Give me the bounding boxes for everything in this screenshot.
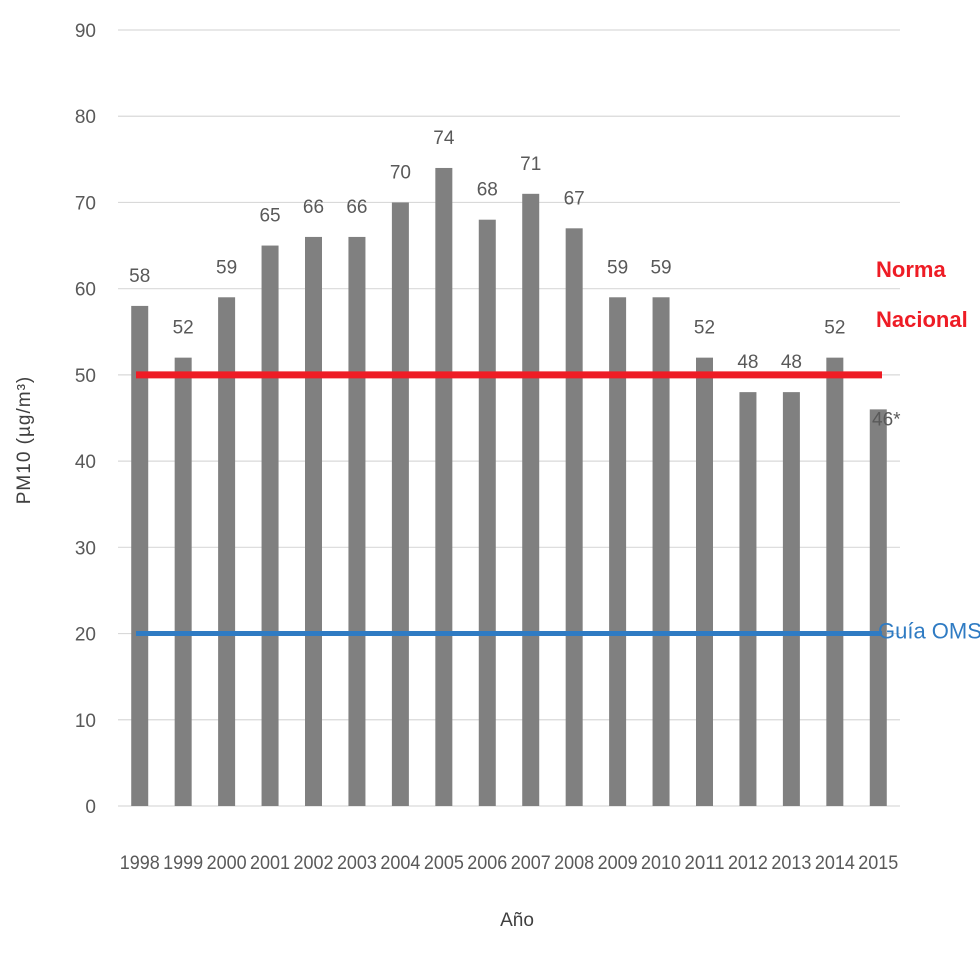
data-label: 67: [564, 188, 585, 209]
guia-oms-label: Guía OMS: [878, 619, 980, 644]
y-tick-label: 40: [75, 452, 96, 473]
x-tick-label: 2010: [641, 853, 681, 874]
x-tick-label: 2007: [511, 853, 551, 874]
y-tick-label: 80: [75, 107, 96, 128]
bar: [565, 228, 583, 807]
x-tick-label: 2011: [685, 853, 725, 874]
x-tick-label: 2014: [815, 853, 855, 874]
bar: [522, 193, 540, 807]
x-tick-label: 2005: [424, 853, 464, 874]
data-label: 48: [781, 352, 802, 373]
bar: [869, 409, 887, 806]
gridlines: [118, 29, 900, 807]
data-label: 59: [650, 257, 671, 278]
y-tick-label: 20: [75, 625, 96, 646]
x-tick-label: 2012: [728, 853, 768, 874]
x-tick-label: 1998: [120, 853, 160, 874]
data-label: 70: [390, 162, 411, 183]
bar: [782, 392, 800, 806]
data-label: 59: [216, 257, 237, 278]
y-tick-label: 60: [75, 280, 96, 301]
y-tick-label: 70: [75, 193, 96, 214]
data-label: 46*: [872, 409, 901, 430]
bar: [435, 167, 453, 806]
data-label: 59: [607, 257, 628, 278]
x-axis-title: Año: [500, 910, 534, 931]
y-tick-label: 50: [75, 366, 96, 387]
y-tick-label: 10: [75, 711, 96, 732]
bar: [696, 357, 713, 806]
bar: [391, 202, 409, 806]
bar: [131, 305, 149, 806]
bar: [739, 392, 757, 806]
x-tick-label: 2001: [250, 853, 290, 874]
data-label: 66: [303, 197, 324, 218]
bar: [609, 297, 627, 806]
bar: [305, 236, 322, 806]
norma-nacional-label: Nacional: [876, 307, 968, 332]
x-axis-ticks: 1998 1999 2000 2001 2002 2003 2004 2005 2006 2007…: [120, 853, 899, 874]
y-tick-label: 0: [85, 797, 96, 818]
y-tick-label: 90: [75, 21, 96, 42]
bar: [261, 245, 279, 807]
x-tick-label: 2015: [858, 853, 898, 874]
x-tick-label: 2002: [294, 853, 334, 874]
data-label: 66: [346, 197, 367, 218]
y-tick-label: 30: [75, 538, 96, 559]
data-label: 52: [694, 318, 715, 339]
x-tick-label: 2013: [771, 853, 811, 874]
data-label: 52: [824, 318, 845, 339]
bar: [478, 219, 496, 806]
data-label: 52: [173, 318, 194, 339]
bar: [826, 357, 844, 806]
data-label: 71: [520, 154, 541, 175]
bar: [174, 357, 192, 806]
x-tick-label: 2004: [380, 853, 420, 874]
x-tick-label: 2008: [554, 853, 594, 874]
data-label: 58: [129, 266, 150, 287]
data-label: 65: [259, 206, 280, 227]
x-tick-label: 2003: [337, 853, 377, 874]
reference-lines: Norma Nacional Guía OMS: [136, 257, 980, 644]
x-tick-label: 2000: [207, 853, 247, 874]
y-axis-title: PM10 (µg/m³): [14, 376, 35, 505]
data-labels: 58 52 59 65 66 66 70 74 68 71 67 59 59 52 48 48 52 46*: [129, 128, 901, 430]
data-label: 48: [737, 352, 758, 373]
x-tick-label: 2009: [598, 853, 638, 874]
data-label: 74: [433, 128, 455, 149]
y-axis-ticks: 0 10 20 30 40 50 60 70 80 90: [75, 21, 96, 818]
x-tick-label: 1999: [163, 853, 203, 874]
bar: [652, 297, 670, 806]
bar: [218, 297, 236, 806]
bar: [348, 236, 366, 806]
bars: [131, 167, 887, 807]
norma-nacional-label: Norma: [876, 257, 946, 282]
x-tick-label: 2006: [467, 853, 507, 874]
data-label: 68: [477, 180, 498, 201]
